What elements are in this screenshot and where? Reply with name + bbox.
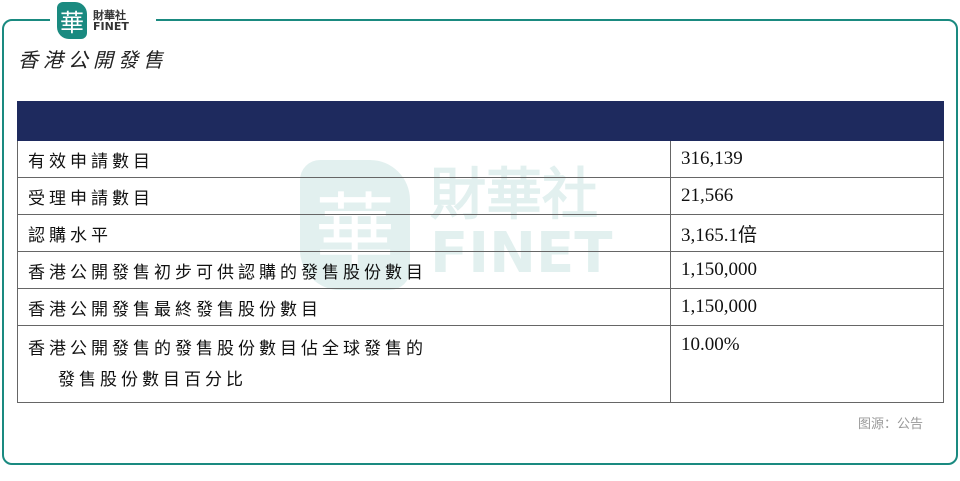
- row-label: 認購水平: [17, 214, 671, 252]
- table-row: 受理申請數目 21,566: [17, 177, 944, 215]
- page-title: 香港公開發售: [18, 48, 168, 72]
- row-value: 1,150,000: [670, 288, 944, 326]
- table-row: 認購水平 3,165.1倍: [17, 214, 944, 252]
- table-header: [17, 101, 944, 141]
- row-label: 香港公開發售的發售股份數目佔全球發售的發售股份數目百分比: [17, 325, 671, 403]
- card-frame: [2, 19, 958, 465]
- finet-logo: 華 財華社 FINET: [57, 2, 129, 39]
- row-value: 10.00%: [670, 325, 944, 403]
- row-label-line2: 發售股份數目百分比: [58, 370, 247, 390]
- row-value: 316,139: [670, 140, 944, 178]
- row-label-line1: 香港公開發售的發售股份數目佔全球發售的: [28, 339, 427, 359]
- header-cell: [17, 101, 944, 141]
- row-label: 有效申請數目: [17, 140, 671, 178]
- source-note: 图源：公告: [858, 417, 924, 432]
- row-value: 1,150,000: [670, 251, 944, 289]
- table-row: 香港公開發售最終發售股份數目 1,150,000: [17, 288, 944, 326]
- row-label: 受理申請數目: [17, 177, 671, 215]
- row-value: 3,165.1倍: [670, 214, 944, 252]
- row-label: 香港公開發售最終發售股份數目: [17, 288, 671, 326]
- logo-cn: 財華社: [93, 8, 126, 22]
- table-row: 香港公開發售初步可供認購的發售股份數目 1,150,000: [17, 251, 944, 289]
- ipo-table: 有效申請數目 316,139 受理申請數目 21,566 認購水平 3,165.1倍 …: [17, 101, 944, 403]
- logo-en: FINET: [93, 19, 129, 33]
- row-value: 21,566: [670, 177, 944, 215]
- logo-mark: 華: [57, 2, 87, 39]
- table-row: 有效申請數目 316,139: [17, 140, 944, 178]
- row-label: 香港公開發售初步可供認購的發售股份數目: [17, 251, 671, 289]
- table-row: 香港公開發售的發售股份數目佔全球發售的 發售股份數目百分比 10.00%: [17, 325, 944, 403]
